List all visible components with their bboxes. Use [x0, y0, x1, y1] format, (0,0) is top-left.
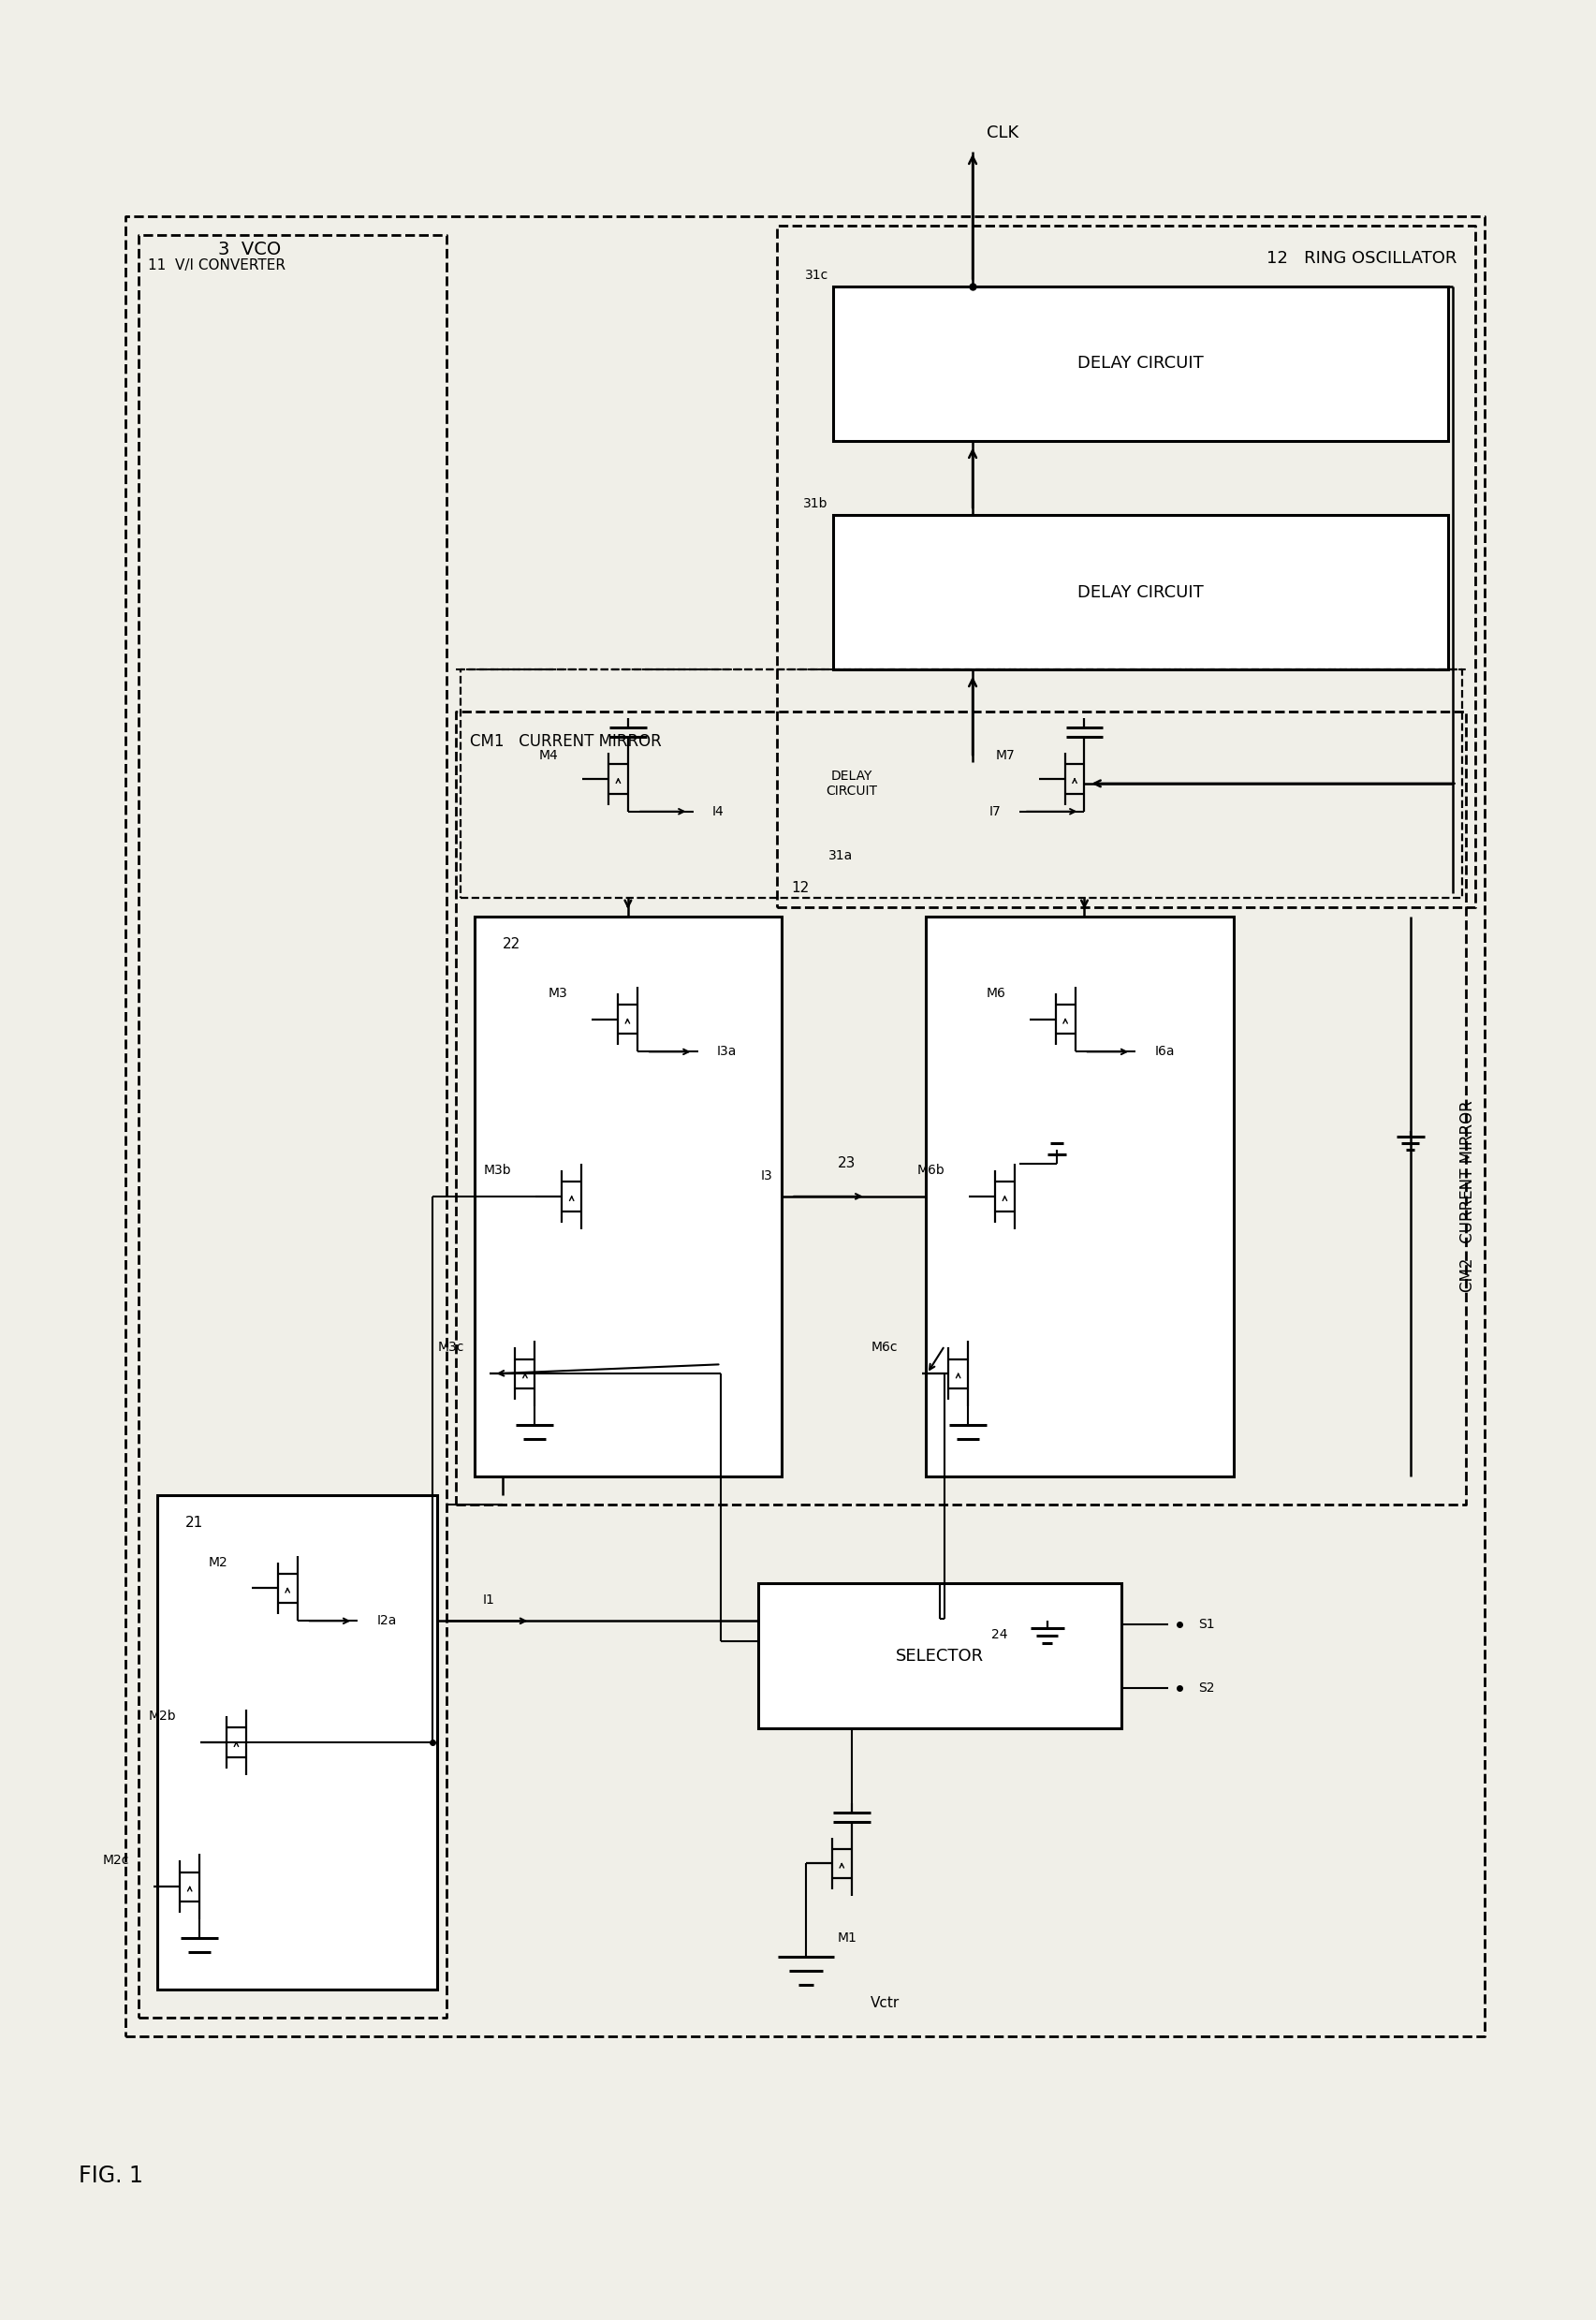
Text: M1: M1 — [838, 1933, 857, 1944]
Text: 31a: 31a — [828, 849, 852, 863]
Bar — [833, 515, 1448, 668]
Text: I3: I3 — [760, 1169, 772, 1183]
Text: CM2   CURRENT MIRROR: CM2 CURRENT MIRROR — [1460, 1100, 1476, 1292]
Text: S2: S2 — [1199, 1682, 1215, 1694]
Bar — [474, 916, 782, 1476]
Text: I3a: I3a — [717, 1046, 736, 1058]
Text: I7: I7 — [988, 805, 1001, 819]
Text: I6a: I6a — [1154, 1046, 1175, 1058]
Text: 23: 23 — [838, 1158, 855, 1172]
Text: M3c: M3c — [437, 1341, 464, 1355]
Text: 24: 24 — [991, 1629, 1007, 1643]
Text: M2c: M2c — [102, 1854, 129, 1868]
Text: 12   RING OSCILLATOR: 12 RING OSCILLATOR — [1267, 251, 1457, 267]
Text: FIG. 1: FIG. 1 — [78, 2165, 144, 2188]
Text: M6: M6 — [986, 986, 1005, 1000]
Text: SELECTOR: SELECTOR — [895, 1647, 985, 1663]
Text: M7: M7 — [996, 749, 1015, 761]
Bar — [833, 288, 1448, 441]
Text: 31c: 31c — [804, 269, 828, 283]
Text: 12: 12 — [792, 882, 809, 896]
Text: 3  VCO: 3 VCO — [219, 241, 281, 258]
Text: 31b: 31b — [803, 496, 828, 510]
Text: 11  V/I CONVERTER: 11 V/I CONVERTER — [148, 258, 286, 271]
Text: 21: 21 — [185, 1515, 204, 1529]
Text: Vctr: Vctr — [870, 1998, 900, 2011]
Text: M6c: M6c — [871, 1341, 897, 1355]
Text: M2: M2 — [209, 1557, 228, 1568]
Text: M2b: M2b — [148, 1710, 176, 1724]
Text: CLK: CLK — [986, 125, 1018, 142]
Text: M3: M3 — [549, 986, 568, 1000]
Bar — [158, 1494, 437, 1991]
Text: DELAY CIRCUIT: DELAY CIRCUIT — [1077, 585, 1203, 601]
Text: 22: 22 — [503, 937, 520, 951]
Bar — [758, 1585, 1122, 1728]
Text: I2a: I2a — [377, 1615, 396, 1629]
Bar — [926, 916, 1234, 1476]
Text: M3b: M3b — [484, 1165, 511, 1176]
Text: CM1   CURRENT MIRROR: CM1 CURRENT MIRROR — [469, 733, 661, 749]
Text: DELAY CIRCUIT: DELAY CIRCUIT — [1077, 355, 1203, 371]
Text: I1: I1 — [482, 1594, 495, 1608]
Text: DELAY
CIRCUIT: DELAY CIRCUIT — [825, 770, 878, 798]
Text: M4: M4 — [539, 749, 559, 761]
Text: S1: S1 — [1199, 1617, 1215, 1631]
Text: I4: I4 — [712, 805, 723, 819]
Text: M6b: M6b — [916, 1165, 945, 1176]
